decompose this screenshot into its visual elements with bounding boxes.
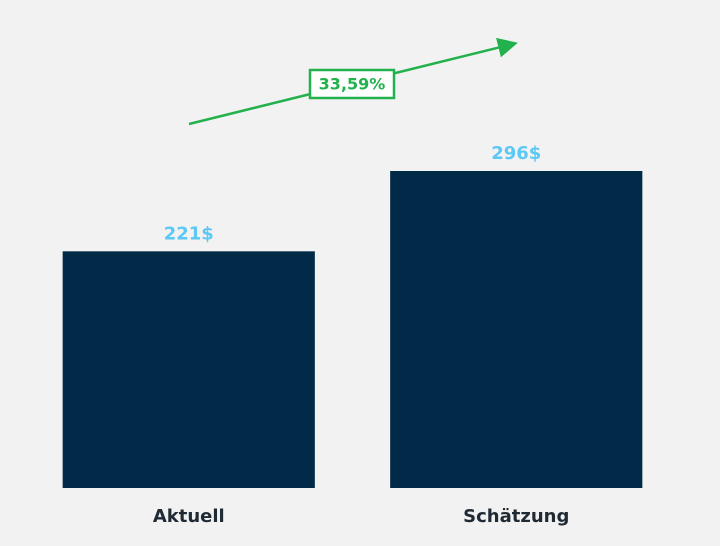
x-tick-label: Aktuell bbox=[153, 506, 225, 527]
annotation: 33,59% bbox=[319, 75, 386, 94]
annotation-box bbox=[308, 68, 396, 100]
value-label: 221$ bbox=[164, 223, 214, 244]
bar bbox=[390, 171, 643, 488]
value-label: 296$ bbox=[491, 143, 541, 164]
x-tick-label: Schätzung bbox=[463, 506, 569, 527]
bar bbox=[62, 251, 315, 488]
